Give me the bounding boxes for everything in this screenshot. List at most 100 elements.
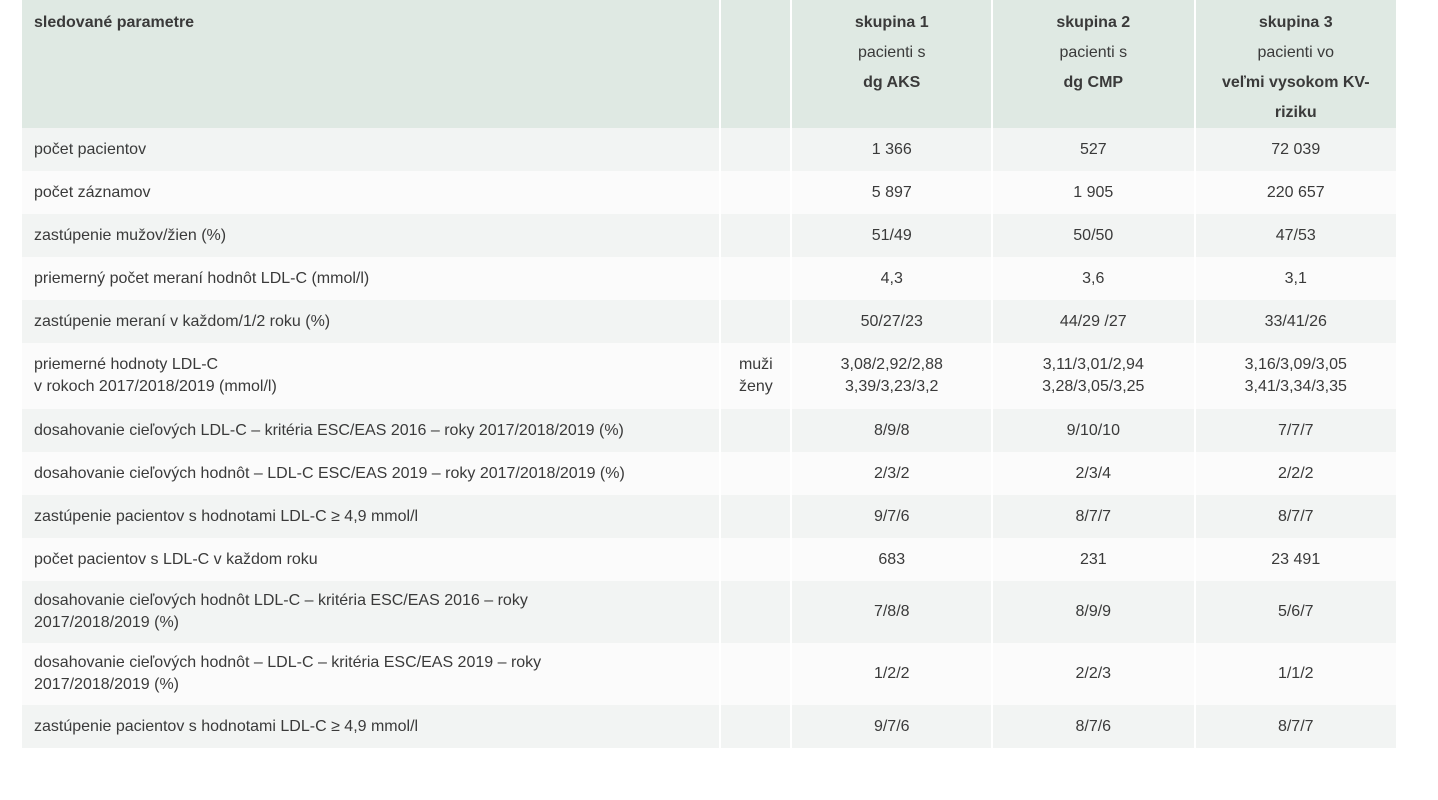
cell: 7/8/8 [790, 581, 994, 643]
cell: 47/53 [1193, 214, 1399, 257]
data-table: sledované parametre skupina 1 pacienti s d… [19, 0, 1399, 748]
cell: 23 491 [1193, 538, 1399, 581]
row-sublabel [719, 581, 793, 643]
table-head: sledované parametre skupina 1 pacienti s d… [19, 0, 1399, 128]
cell: 8/7/7 [1193, 705, 1399, 748]
label-line: dosahovanie cieľových hodnôt LDL-C – kri… [34, 592, 528, 609]
row-sublabel [719, 128, 793, 171]
cell-line: 3,28/3,05/3,25 [1042, 378, 1145, 395]
cell: 3,1 [1193, 257, 1399, 300]
group-name: dg AKS [863, 74, 921, 91]
cell: 683 [790, 538, 994, 581]
group-header: skupina 3 pacienti vo veľmi vysokom KV-riz… [1193, 0, 1399, 128]
cell: 5 897 [790, 171, 994, 214]
cell: 5/6/7 [1193, 581, 1399, 643]
empty-header [719, 0, 793, 128]
table-row: počet záznamov 5 897 1 905 220 657 [19, 171, 1399, 214]
cell: 51/49 [790, 214, 994, 257]
group-header: skupina 1 pacienti s dg AKS [790, 0, 994, 128]
label-line: priemerné hodnoty LDL-C [34, 356, 219, 373]
table-row: zastúpenie meraní v každom/1/2 roku (%) 5… [19, 300, 1399, 343]
row-label: zastúpenie pacientov s hodnotami LDL-C ≥… [19, 495, 722, 538]
cell: 1/2/2 [790, 643, 994, 705]
cell: 220 657 [1193, 171, 1399, 214]
row-sublabel [719, 538, 793, 581]
cell-line: 3,16/3,09/3,05 [1244, 356, 1347, 373]
cell: 3,08/2,92/2,88 3,39/3,23/3,2 [790, 343, 994, 409]
group-title: skupina 1 [854, 14, 929, 31]
cell-line: 3,08/2,92/2,88 [840, 356, 943, 373]
row-sublabel [719, 452, 793, 495]
table-row: priemerný počet meraní hodnôt LDL-C (mmo… [19, 257, 1399, 300]
row-sublabel [719, 705, 793, 748]
group-name: dg CMP [1063, 74, 1124, 91]
table-row: zastúpenie pacientov s hodnotami LDL-C ≥… [19, 495, 1399, 538]
label-line: 2017/2018/2019 (%) [34, 676, 179, 693]
group-title: skupina 2 [1056, 14, 1131, 31]
cell: 8/9/8 [790, 409, 994, 452]
cell: 8/7/7 [1193, 495, 1399, 538]
row-label: zastúpenie pacientov s hodnotami LDL-C ≥… [19, 705, 722, 748]
cell: 9/7/6 [790, 705, 994, 748]
cell: 33/41/26 [1193, 300, 1399, 343]
row-sublabel [719, 257, 793, 300]
cell: 50/50 [991, 214, 1196, 257]
row-label: dosahovanie cieľových LDL-C – kritéria E… [19, 409, 722, 452]
table-row: dosahovanie cieľových LDL-C – kritéria E… [19, 409, 1399, 452]
cell: 2/2/2 [1193, 452, 1399, 495]
group-title: skupina 3 [1258, 14, 1333, 31]
row-label: dosahovanie cieľových hodnôt – LDL-C – k… [19, 643, 722, 705]
cell: 50/27/23 [790, 300, 994, 343]
cell: 2/2/3 [991, 643, 1196, 705]
table-row: dosahovanie cieľových hodnôt – LDL-C – k… [19, 643, 1399, 705]
table-row: dosahovanie cieľových hodnôt LDL-C – kri… [19, 581, 1399, 643]
cell: 2/3/2 [790, 452, 994, 495]
cell: 3,6 [991, 257, 1196, 300]
cell: 8/7/7 [991, 495, 1196, 538]
cell: 9/7/6 [790, 495, 994, 538]
label-line: dosahovanie cieľových hodnôt – LDL-C – k… [34, 654, 542, 671]
param-header: sledované parametre [19, 0, 722, 128]
cell: 231 [991, 538, 1196, 581]
sex-label: ženy [738, 378, 773, 395]
row-label: počet záznamov [19, 171, 722, 214]
label-line: v rokoch 2017/2018/2019 (mmol/l) [34, 378, 277, 395]
row-label: zastúpenie meraní v každom/1/2 roku (%) [19, 300, 722, 343]
cell: 1/1/2 [1193, 643, 1399, 705]
table-row: zastúpenie pacientov s hodnotami LDL-C ≥… [19, 705, 1399, 748]
cell-line: 3,11/3,01/2,94 [1042, 356, 1144, 373]
table-row: počet pacientov s LDL-C v každom roku 683… [19, 538, 1399, 581]
row-label: zastúpenie mužov/žien (%) [19, 214, 722, 257]
cell-line: 3,41/3,34/3,35 [1244, 378, 1347, 395]
cell: 8/9/9 [991, 581, 1196, 643]
cell: 44/29 /27 [991, 300, 1196, 343]
group-line: pacienti vo [1257, 44, 1335, 61]
row-sublabel [719, 409, 793, 452]
row-label: priemerné hodnoty LDL-C v rokoch 2017/201… [19, 343, 722, 409]
row-label: priemerný počet meraní hodnôt LDL-C (mmo… [19, 257, 722, 300]
header-row: sledované parametre skupina 1 pacienti s d… [19, 0, 1399, 128]
table-row: počet pacientov 1 366 527 72 039 [19, 128, 1399, 171]
row-sublabel: muži ženy [719, 343, 793, 409]
cell: 4,3 [790, 257, 994, 300]
sex-label: muži [738, 356, 773, 373]
group-line: pacienti s [857, 44, 926, 61]
row-sublabel [719, 171, 793, 214]
row-sublabel [719, 643, 793, 705]
cell: 9/10/10 [991, 409, 1196, 452]
table-row: priemerné hodnoty LDL-C v rokoch 2017/201… [19, 343, 1399, 409]
cell: 8/7/6 [991, 705, 1196, 748]
cell: 1 905 [991, 171, 1196, 214]
group-header: skupina 2 pacienti s dg CMP [991, 0, 1196, 128]
row-label: dosahovanie cieľových hodnôt LDL-C – kri… [19, 581, 722, 643]
row-sublabel [719, 495, 793, 538]
cell: 3,16/3,09/3,05 3,41/3,34/3,35 [1193, 343, 1399, 409]
table-row: zastúpenie mužov/žien (%) 51/49 50/50 47/53 [19, 214, 1399, 257]
cell: 527 [991, 128, 1196, 171]
row-label: dosahovanie cieľových hodnôt – LDL-C ESC… [19, 452, 722, 495]
group-line: pacienti s [1059, 44, 1128, 61]
row-label: počet pacientov [19, 128, 722, 171]
cell: 2/3/4 [991, 452, 1196, 495]
group-name: veľmi vysokom KV-riziku [1221, 74, 1370, 121]
